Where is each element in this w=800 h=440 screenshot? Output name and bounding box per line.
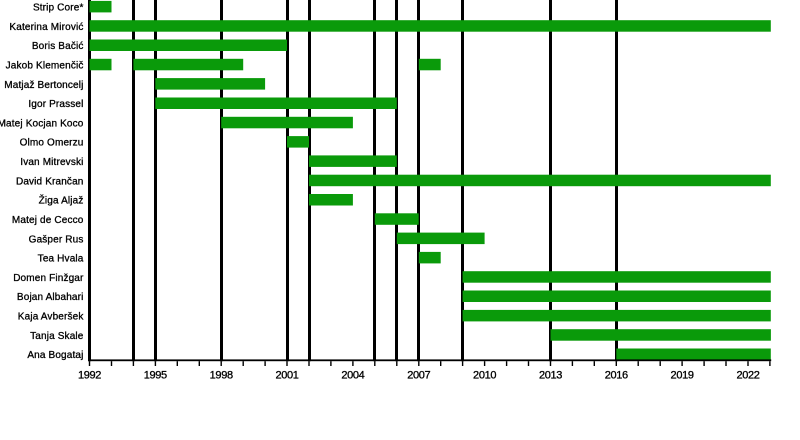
svg-text:Boris Bačić: Boris Bačić (32, 41, 84, 52)
svg-text:2010: 2010 (473, 369, 496, 381)
svg-text:David Krančan: David Krančan (16, 176, 84, 187)
svg-text:Kaja Avberšek: Kaja Avberšek (18, 312, 85, 323)
svg-text:Strip Core*: Strip Core* (33, 3, 84, 14)
svg-text:2022: 2022 (736, 369, 759, 381)
svg-text:Jakob Klemenčič: Jakob Klemenčič (6, 61, 84, 72)
svg-text:Tanja Skale: Tanja Skale (30, 331, 84, 342)
svg-text:Matej de Cecco: Matej de Cecco (12, 215, 84, 226)
svg-text:2016: 2016 (605, 369, 628, 381)
svg-text:Domen Finžgar: Domen Finžgar (13, 273, 84, 284)
svg-text:2013: 2013 (539, 369, 562, 381)
svg-text:Matej Kocjan Koco: Matej Kocjan Koco (0, 118, 84, 129)
svg-text:2019: 2019 (671, 369, 694, 381)
svg-text:Žiga Aljaž: Žiga Aljaž (39, 194, 84, 207)
svg-text:Igor Prassel: Igor Prassel (28, 99, 83, 110)
svg-text:Olmo Omerzu: Olmo Omerzu (20, 138, 84, 149)
svg-text:2007: 2007 (407, 369, 430, 381)
svg-text:2004: 2004 (341, 369, 364, 381)
svg-text:Matjaž Bertoncelj: Matjaž Bertoncelj (4, 80, 83, 91)
svg-text:Gašper Rus: Gašper Rus (29, 234, 84, 245)
svg-text:1992: 1992 (78, 369, 101, 381)
svg-text:Ivan Mitrevski: Ivan Mitrevski (20, 157, 83, 168)
svg-text:Ana Bogataj: Ana Bogataj (27, 350, 83, 361)
svg-text:Tea Hvala: Tea Hvala (38, 254, 84, 265)
svg-text:1998: 1998 (210, 369, 233, 381)
svg-text:Katerina Mirović: Katerina Mirović (9, 22, 83, 33)
svg-text:1995: 1995 (144, 369, 167, 381)
svg-text:Bojan Albahari: Bojan Albahari (17, 292, 84, 303)
svg-text:2001: 2001 (275, 369, 298, 381)
